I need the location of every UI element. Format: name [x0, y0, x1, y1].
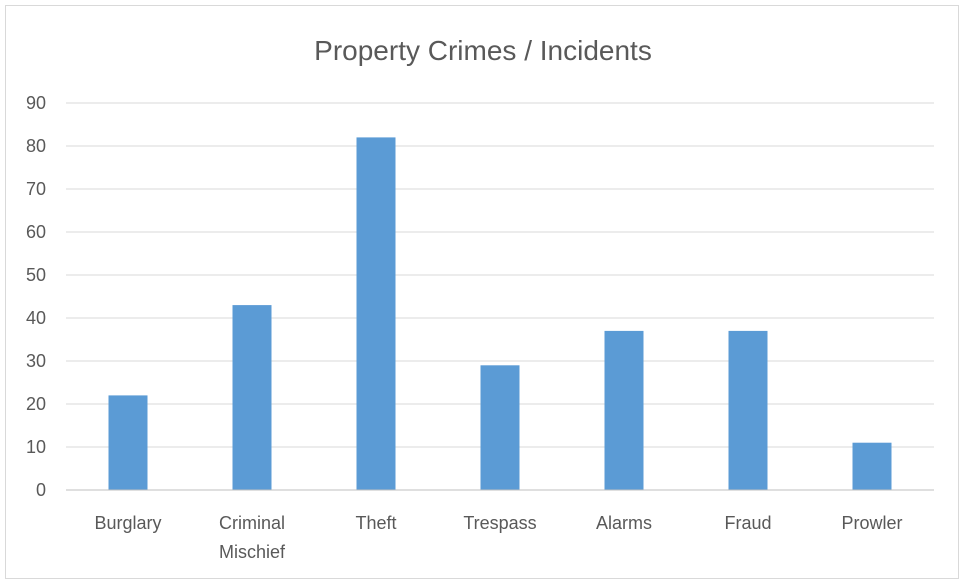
- bar: [232, 305, 272, 490]
- gridlines: [66, 102, 934, 448]
- x-category-label: Alarms: [596, 513, 652, 533]
- bar: [728, 330, 768, 490]
- x-category-label: Fraud: [724, 513, 771, 533]
- x-category-label: Criminal: [219, 513, 285, 533]
- bar: [356, 137, 396, 490]
- x-category-label: Theft: [355, 513, 396, 533]
- y-tick-label: 70: [26, 179, 46, 199]
- bar: [604, 330, 644, 490]
- bar: [480, 365, 520, 490]
- bar: [108, 395, 148, 490]
- y-tick-label: 90: [26, 93, 46, 113]
- x-axis-labels: Burglary Criminal Mischief Theft Trespass Ala…: [94, 513, 902, 562]
- chart-title: Property Crimes / Incidents: [314, 35, 652, 66]
- y-axis-ticks: 0 10 20 30 40 50 60 70 80 90: [26, 93, 46, 500]
- x-category-label: Burglary: [94, 513, 161, 533]
- y-tick-label: 40: [26, 308, 46, 328]
- x-category-label: Mischief: [219, 542, 286, 562]
- bar: [852, 442, 892, 490]
- y-tick-label: 20: [26, 394, 46, 414]
- y-tick-label: 50: [26, 265, 46, 285]
- y-tick-label: 30: [26, 351, 46, 371]
- y-tick-label: 60: [26, 222, 46, 242]
- bars: [108, 137, 892, 490]
- x-category-label: Trespass: [463, 513, 536, 533]
- y-tick-label: 80: [26, 136, 46, 156]
- y-tick-label: 10: [26, 437, 46, 457]
- x-category-label: Prowler: [841, 513, 902, 533]
- y-tick-label: 0: [36, 480, 46, 500]
